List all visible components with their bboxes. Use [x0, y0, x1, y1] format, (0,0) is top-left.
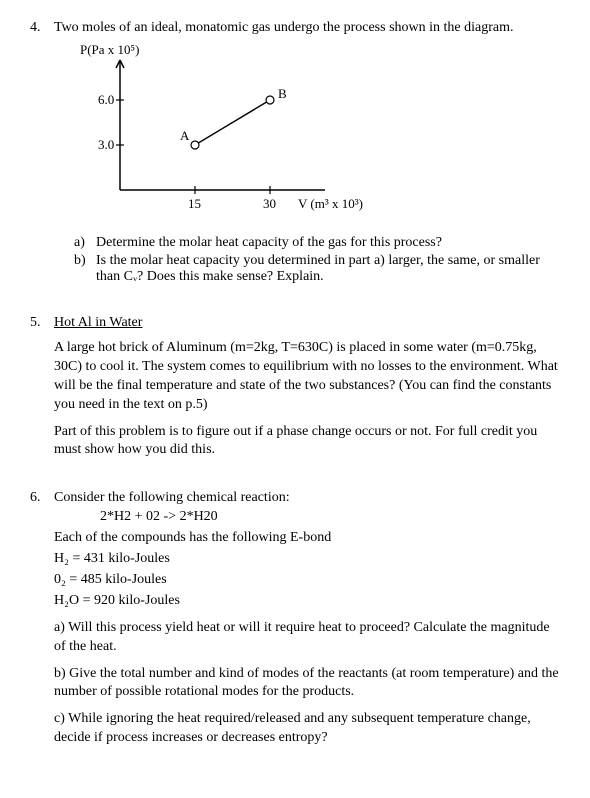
ebond-o2: 0₂ = 485 kilo-Joules [54, 571, 560, 590]
problem-6b: b) Give the total number and kind of mod… [54, 665, 560, 703]
xtick-15: 15 [188, 196, 201, 211]
point-a [191, 141, 199, 149]
ebond-intro: Each of the compounds has the following … [54, 529, 560, 548]
p4b-letter: b) [74, 253, 96, 285]
xtick-30: 30 [263, 196, 276, 211]
problem-5: 5. Hot Al in Water A large hot brick of … [30, 315, 560, 460]
y-axis-label: P(Pa x 10⁵) [80, 42, 139, 57]
problem-5-number: 5. [30, 315, 54, 331]
problem-5-body1: A large hot brick of Aluminum (m=2kg, T=… [54, 339, 560, 415]
reaction: 2*H2 + 02 -> 2*H20 [100, 508, 560, 527]
ebond-h2: H₂ = 431 kilo-Joules [54, 550, 560, 569]
problem-4-subparts: a) Determine the molar heat capacity of … [74, 235, 560, 285]
problem-4-stem: Two moles of an ideal, monatomic gas und… [54, 20, 560, 36]
problem-6a: a) Will this process yield heat or will … [54, 619, 560, 657]
problem-4b: b) Is the molar heat capacity you determ… [74, 253, 560, 285]
problem-4: 4. Two moles of an ideal, monatomic gas … [30, 20, 560, 285]
ytick-3: 3.0 [98, 137, 114, 152]
problem-4a: a) Determine the molar heat capacity of … [74, 235, 560, 251]
x-axis-label: V (m³ x 10³) [298, 196, 363, 211]
pv-diagram: 3.0 6.0 15 30 P(Pa x 10⁵) V (m³ x 10³) A… [70, 40, 560, 225]
ebond-h2o: H₂O = 920 kilo-Joules [54, 592, 560, 611]
problem-6-number: 6. [30, 490, 54, 506]
problem-5-header: 5. Hot Al in Water [30, 315, 560, 331]
problem-4-header: 4. Two moles of an ideal, monatomic gas … [30, 20, 560, 36]
label-b: B [278, 86, 287, 101]
point-b [266, 96, 274, 104]
label-a: A [180, 128, 190, 143]
problem-5-body2: Part of this problem is to figure out if… [54, 423, 560, 461]
problem-5-title: Hot Al in Water [54, 315, 560, 331]
p4a-text: Determine the molar heat capacity of the… [96, 235, 442, 251]
p4a-letter: a) [74, 235, 96, 251]
p4b-text: Is the molar heat capacity you determine… [96, 253, 560, 285]
problem-6: 6. Consider the following chemical react… [30, 490, 560, 748]
pv-chart-svg: 3.0 6.0 15 30 P(Pa x 10⁵) V (m³ x 10³) A… [70, 40, 370, 220]
problem-4-number: 4. [30, 20, 54, 36]
problem-6c: c) While ignoring the heat required/rele… [54, 710, 560, 748]
problem-6-intro: Consider the following chemical reaction… [54, 490, 560, 506]
ytick-6: 6.0 [98, 92, 114, 107]
problem-6-header: 6. Consider the following chemical react… [30, 490, 560, 506]
